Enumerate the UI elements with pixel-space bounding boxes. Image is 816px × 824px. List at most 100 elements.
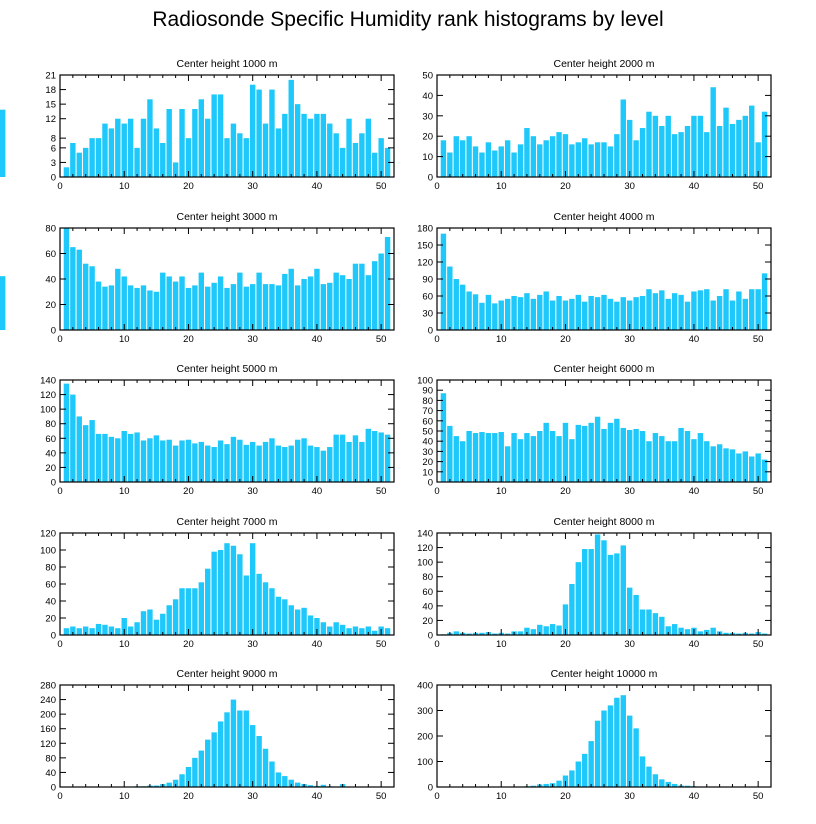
bar <box>172 599 179 635</box>
bar <box>211 551 217 635</box>
bar <box>134 622 140 635</box>
y-tick-label: 20 <box>422 457 433 468</box>
bar <box>537 294 543 330</box>
bar <box>575 424 582 482</box>
bar <box>166 439 172 482</box>
x-tick-label: 30 <box>624 639 635 650</box>
bar <box>275 772 282 787</box>
bar <box>691 439 697 482</box>
plot-frame <box>436 379 772 483</box>
bar <box>671 441 678 482</box>
bar <box>121 276 127 330</box>
bar <box>327 123 333 177</box>
x-tick-label: 0 <box>57 334 62 345</box>
x-tick-label: 40 <box>312 791 323 802</box>
x-tick-label: 50 <box>753 334 764 345</box>
bar <box>147 609 153 635</box>
panel-5: Center height 5000 m 0 10 20 30 40 50 0 20 40 60 80… <box>40 363 395 497</box>
y-tick-label: 100 <box>40 546 56 557</box>
bar <box>646 766 652 787</box>
bar <box>320 622 327 635</box>
bar <box>115 438 121 482</box>
bar <box>301 113 307 177</box>
bar <box>237 710 243 787</box>
bar <box>82 263 89 330</box>
bar <box>294 104 301 177</box>
bar <box>237 272 243 331</box>
y-tick-label: 0 <box>428 173 433 184</box>
bar <box>153 619 160 635</box>
y-tick-label: 180 <box>417 224 433 235</box>
bar <box>192 285 198 331</box>
bar <box>575 761 582 787</box>
bar <box>614 553 620 635</box>
bar <box>365 118 372 177</box>
bar <box>185 766 192 787</box>
x-tick-label: 50 <box>753 486 764 497</box>
bar <box>569 298 575 330</box>
bar <box>472 146 479 177</box>
bar <box>140 611 147 635</box>
bar <box>684 126 691 177</box>
bar <box>172 162 179 177</box>
x-tick-label: 30 <box>624 486 635 497</box>
bar <box>269 284 275 330</box>
bar <box>652 433 659 482</box>
bar <box>459 441 466 482</box>
x-tick-label: 30 <box>247 486 258 497</box>
bar <box>314 268 320 330</box>
bar <box>82 147 89 177</box>
bar <box>749 456 755 482</box>
x-tick-label: 30 <box>247 181 258 192</box>
y-tick-label: 40 <box>45 597 56 608</box>
bar <box>365 626 372 635</box>
bar <box>95 433 102 482</box>
bar <box>262 748 269 787</box>
bar <box>384 628 391 635</box>
bar <box>275 285 282 331</box>
bar <box>365 275 372 330</box>
y-tick-label: 100 <box>417 376 433 387</box>
bar <box>63 167 70 177</box>
x-tick-label: 10 <box>496 334 507 345</box>
bar <box>537 624 543 635</box>
y-tick-label: 40 <box>422 437 433 448</box>
bar <box>562 300 569 330</box>
y-tick-label: 100 <box>417 558 433 569</box>
bar <box>614 418 620 482</box>
bar <box>479 632 485 635</box>
y-tick-label: 40 <box>422 601 433 612</box>
bar <box>179 774 185 787</box>
plot-frame <box>59 379 395 483</box>
x-tick-label: 30 <box>247 639 258 650</box>
bar <box>710 87 716 177</box>
y-tick-label: 21 <box>45 71 56 82</box>
bar <box>269 89 275 177</box>
bar <box>665 626 671 635</box>
bar <box>205 118 211 177</box>
bar <box>549 136 556 177</box>
y-tick-label: 20 <box>45 614 56 625</box>
bar <box>224 444 230 482</box>
bar <box>76 249 82 330</box>
bar <box>378 432 384 482</box>
bar <box>95 623 102 635</box>
bar <box>447 266 453 330</box>
y-tick-label: 140 <box>417 529 433 540</box>
plot-frame <box>436 684 772 788</box>
bar <box>646 289 652 330</box>
bar <box>224 138 230 177</box>
bar <box>262 441 269 482</box>
bar <box>237 554 243 635</box>
bar <box>217 721 224 787</box>
x-tick-label: 20 <box>560 181 571 192</box>
bar <box>166 605 172 635</box>
bar <box>288 779 294 787</box>
bar <box>172 445 179 482</box>
y-tick-label: 60 <box>45 580 56 591</box>
bar <box>704 441 710 482</box>
bar <box>339 147 346 177</box>
y-tick-label: 0 <box>428 631 433 642</box>
y-tick-label: 0 <box>51 173 56 184</box>
bar <box>472 294 479 330</box>
